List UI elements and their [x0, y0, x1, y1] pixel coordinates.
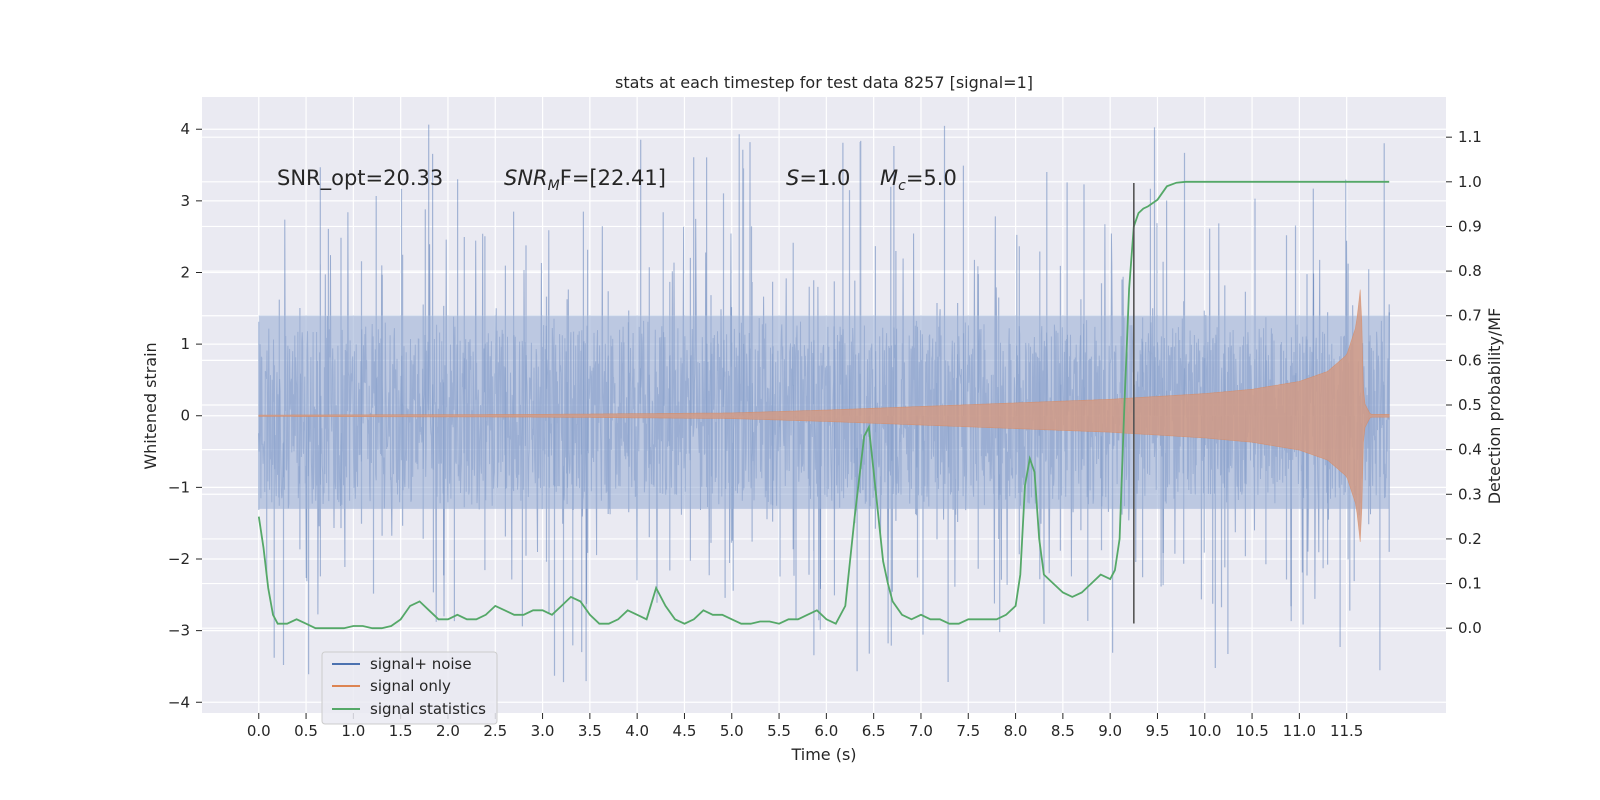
x-axis-label: Time (s)	[790, 745, 856, 764]
annotation-s: S=1.0	[786, 166, 850, 190]
x-tick-label: 3.0	[531, 722, 555, 740]
y-right-tick-label: 0.8	[1458, 262, 1482, 280]
x-tick-label: 10.5	[1235, 722, 1268, 740]
x-tick-label: 2.5	[483, 722, 507, 740]
x-tick-label: 5.0	[720, 722, 744, 740]
y-right-tick-label: 0.7	[1458, 307, 1482, 325]
x-tick-label: 1.5	[389, 722, 413, 740]
y-left-tick-label: 3	[180, 192, 190, 210]
y-right-tick-label: 1.1	[1458, 128, 1482, 146]
x-tick-label: 4.5	[673, 722, 697, 740]
x-tick-label: 0.5	[294, 722, 318, 740]
annotation-snr-mf-sub: M	[548, 178, 560, 194]
x-tick-label: 11.5	[1330, 722, 1363, 740]
y-right-tick-label: 1.0	[1458, 173, 1482, 191]
y-right-tick-label: 0.6	[1458, 351, 1482, 369]
y-left-tick-label: −2	[168, 550, 190, 568]
annotation-mc-base: M	[880, 166, 898, 190]
x-tick-label: 9.0	[1098, 722, 1122, 740]
y-right-tick-label: 0.0	[1458, 619, 1482, 637]
annotation-s-base: S	[786, 166, 799, 190]
y-right-tick-label: 0.2	[1458, 530, 1482, 548]
x-tick-label: 8.0	[1004, 722, 1028, 740]
y-axis-left-label: Whitened strain	[141, 342, 160, 469]
y-left-tick-label: −4	[168, 693, 190, 711]
y-left-tick-label: −3	[168, 622, 190, 640]
x-tick-label: 11.0	[1283, 722, 1316, 740]
annotation-mc-sub: c	[898, 178, 906, 194]
y-axis-left: −4 −3 −2 −1 0 1 2 3 4	[168, 120, 202, 711]
y-left-tick-label: 0	[180, 407, 190, 425]
chart-title: stats at each timestep for test data 825…	[615, 73, 1033, 92]
y-right-tick-label: 0.3	[1458, 485, 1482, 503]
signal-only-envelope	[258, 289, 1390, 543]
x-tick-label: 6.0	[814, 722, 838, 740]
legend-label-signal-statistics: signal statistics	[370, 700, 486, 718]
y-right-tick-label: 0.1	[1458, 575, 1482, 593]
x-tick-label: 6.5	[862, 722, 886, 740]
y-left-tick-label: −1	[168, 478, 190, 496]
legend-box	[321, 651, 498, 725]
series-layer	[257, 124, 1390, 683]
legend-label-signal-only: signal only	[370, 677, 451, 695]
annotation-mc: Mc=5.0	[880, 166, 957, 194]
x-tick-label: 5.5	[767, 722, 791, 740]
y-right-tick-label: 0.5	[1458, 396, 1482, 414]
legend: signal+ noise signal only signal statist…	[321, 651, 498, 725]
y-axis-right-label: Detection probability/MF	[1485, 308, 1504, 505]
x-tick-label: 4.0	[625, 722, 649, 740]
x-tick-label: 1.0	[341, 722, 365, 740]
annotation-s-rest: =1.0	[799, 166, 850, 190]
y-left-tick-label: 4	[180, 120, 190, 138]
annotation-snr-opt: SNR_opt=20.33	[277, 166, 443, 191]
x-axis: 0.0 0.5 1.0 1.5 2.0 2.5 3.0 3.5 4.0 4.5 5.0 5.5 6.0 6…	[247, 713, 1363, 740]
x-tick-label: 7.0	[909, 722, 933, 740]
annotation-snr-mf-rest: F=[22.41]	[560, 166, 666, 190]
y-left-tick-label: 2	[180, 263, 190, 281]
y-axis-right: 0.0 0.1 0.2 0.3 0.4 0.5 0.6 0.7 0.8 0.9 1.0 1.1	[1446, 128, 1482, 637]
y-right-tick-label: 0.9	[1458, 217, 1482, 235]
x-tick-label: 2.0	[436, 722, 460, 740]
y-right-tick-label: 0.4	[1458, 441, 1482, 459]
legend-label-signal-noise: signal+ noise	[370, 655, 472, 673]
x-tick-label: 0.0	[247, 722, 271, 740]
annotation-snr-mf-base: SNR	[504, 166, 548, 190]
annotation-mc-rest: =5.0	[906, 166, 957, 190]
annotation-snr-mf: SNRMF=[22.41]	[504, 166, 666, 194]
x-tick-label: 8.5	[1051, 722, 1075, 740]
x-tick-label: 3.5	[578, 722, 602, 740]
signal-statistics-line	[257, 180, 1390, 630]
x-tick-label: 9.5	[1146, 722, 1170, 740]
x-tick-label: 10.0	[1188, 722, 1221, 740]
y-left-tick-label: 1	[180, 335, 190, 353]
x-tick-label: 7.5	[956, 722, 980, 740]
